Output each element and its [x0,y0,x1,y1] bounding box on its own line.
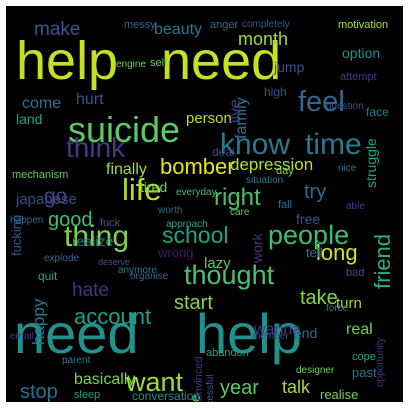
cloud-word: go [44,185,68,208]
cloud-word: realize [72,233,114,249]
cloud-word: explode [44,253,80,264]
cloud-word: deserve [98,257,131,267]
cloud-word: high [264,85,287,99]
cloud-word: friend [370,233,395,289]
cloud-word: tired [140,179,168,195]
cloud-word: hurt [76,91,104,108]
cloud-word: lazy [204,255,231,272]
cloud-word: person [186,110,232,127]
word-cloud: help need need help suicide life feel know time t… [6,6,403,402]
cloud-word: help [196,302,302,365]
cloud-word: convinced [193,356,205,402]
cloud-word: jump [274,59,305,75]
cloud-word: sleep [74,389,101,401]
cloud-word: face [366,105,389,119]
cloud-word: suicide [68,109,181,150]
cloud-word: self [150,57,168,69]
cloud-word: worth [158,205,183,216]
cloud-word: time [305,128,362,161]
cloud-word: work [249,233,265,263]
cloud-word: make [34,19,81,40]
cloud-word: past [352,365,377,380]
cloud-word: conversation [132,389,201,402]
cloud-word: nice [338,163,357,174]
cloud-word: feel [298,86,345,118]
cloud-word: good [48,209,93,231]
cloud-word: right [214,184,261,211]
cloud-word: able [346,201,365,212]
cloud-word: deal [212,145,235,159]
cloud-word: know [220,128,291,161]
cloud-word: anger [210,19,239,31]
cloud-word: fall [278,199,293,211]
cloud-word: bad [346,267,365,279]
cloud-word: happen [10,215,44,226]
cloud-word: mechanism [12,169,69,181]
cloud-word: organise [130,271,169,282]
cloud-word: situation [246,175,284,186]
cloud-word: long [316,240,358,265]
cloud-word: member [252,331,289,342]
cloud-word: need [161,31,282,91]
cloud-word: thing [64,220,130,253]
cloud-word: take [300,287,338,309]
cloud-word: messy [124,19,156,31]
cloud-word: month [238,29,289,49]
cloud-word: talk [282,377,311,397]
cloud-word: hate [72,280,109,301]
cloud-word: everyday [176,187,217,198]
cloud-word: email [10,331,34,342]
cloud-word: help [16,31,119,91]
cloud-word: realise [320,387,359,402]
cloud-word: engine [116,59,147,70]
cloud-word: finally [106,161,147,178]
cloud-word: people [268,220,350,250]
cloud-word: real [346,321,373,338]
cloud-word: think [66,132,126,163]
cloud-word: bomber [160,154,235,179]
cloud-word: quit [38,269,58,283]
cloud-word: free [296,211,321,227]
cloud-word: need [14,302,139,365]
cloud-word: parent [62,355,91,366]
cloud-word: life [122,172,162,207]
cloud-word: attempt [340,71,377,83]
cloud-word: live [227,99,244,124]
cloud-word: anymore [118,265,157,276]
cloud-word: option [342,45,381,61]
cloud-word: successful [205,374,216,402]
cloud-word: school [162,222,229,248]
cloud-word: japanese [16,191,77,208]
cloud-word: want [126,367,184,397]
cloud-word: cope [352,351,376,363]
cloud-word: approach [166,219,208,230]
cloud-word: opportunity [375,337,386,387]
cloud-word: care [230,207,250,218]
cloud-word: year [220,377,259,399]
cloud-word: motivation [338,19,389,31]
cloud-word: force [326,303,349,314]
cloud-word: wanna [254,321,302,338]
cloud-word: beauty [154,21,203,38]
cloud-word: thought [184,260,275,290]
cloud-word: turn [336,295,362,312]
cloud-word: come [22,95,62,112]
cloud-word: basically [74,371,136,388]
cloud-word: end [294,325,318,341]
cloud-word: land [16,111,43,127]
cloud-word: depression [230,155,314,174]
cloud-word: fuck [100,217,121,229]
cloud-word: try [304,181,327,203]
cloud-word: completely [242,19,290,30]
cloud-word: designer [296,365,335,376]
cloud-word: abandon [206,347,249,359]
cloud-word: struggle [363,137,379,188]
cloud-word: day [276,165,294,177]
cloud-word: tell [306,245,323,260]
cloud-word: account [74,304,152,329]
cloud-word: start [174,292,213,314]
cloud-word: wrong [158,245,194,260]
cloud-word: question [326,101,364,112]
cloud-word: stop [20,381,58,402]
